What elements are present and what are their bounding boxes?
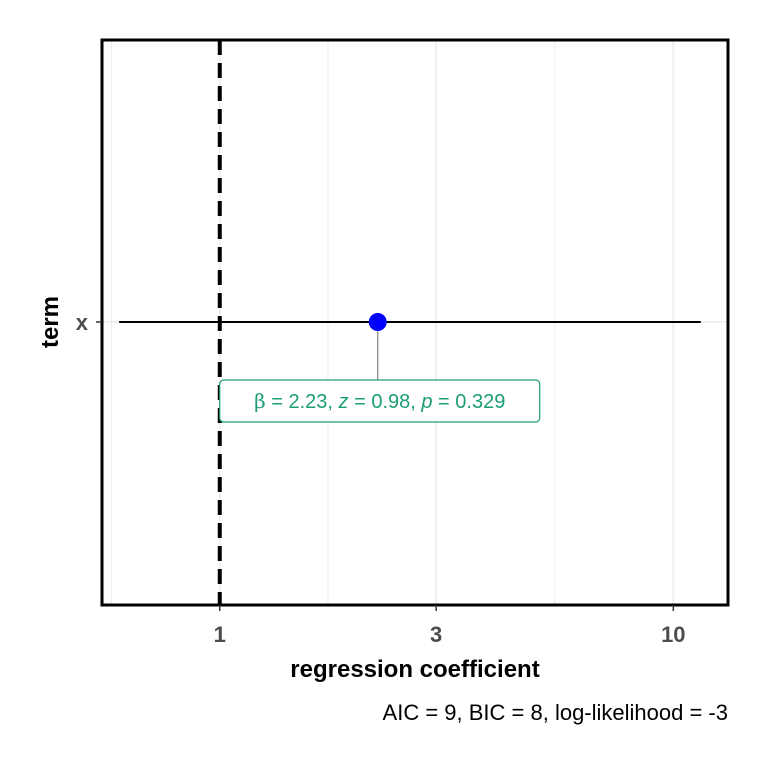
x-axis-ticks: 1 3 10 (214, 605, 686, 647)
x-tick-label: 1 (214, 622, 226, 647)
x-tick-label: 3 (430, 622, 442, 647)
y-axis-title: term (37, 296, 64, 348)
model-fit-caption: AIC = 9, BIC = 8, log-likelihood = -3 (383, 700, 728, 725)
estimate-label: β = 2.23, z = 0.98, p = 0.329 (254, 389, 505, 413)
estimate-label-part: p (420, 391, 432, 413)
estimate-label-part: z (338, 391, 349, 413)
y-axis-ticks: x (76, 310, 102, 335)
estimate-label-box (219, 379, 541, 423)
x-axis-title: regression coefficient (290, 656, 539, 683)
estimate-point (368, 313, 387, 331)
estimate-label-part: = 0.329 (433, 391, 506, 413)
x-tick-label: 10 (661, 622, 685, 647)
data-layer: β = 2.23, z = 0.98, p = 0.329 (119, 313, 701, 423)
estimate-label-part: β (254, 389, 266, 413)
y-tick-label: x (76, 310, 89, 335)
estimate-label-part: = 0.98, (349, 391, 422, 413)
estimate-label-part: = 2.23, (266, 391, 339, 413)
